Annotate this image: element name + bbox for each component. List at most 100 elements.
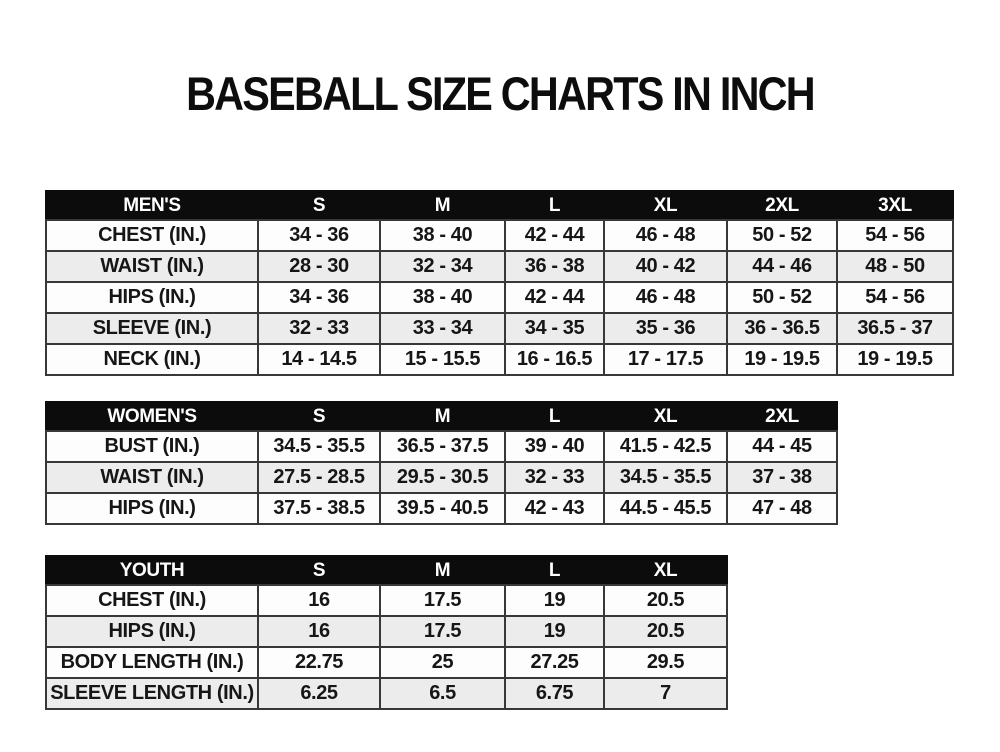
youth-table-row: BODY LENGTH (IN.) 22.75 25 27.25 29.5 [45, 646, 728, 679]
womens-size-value-cell: 37 - 38 [726, 461, 838, 494]
mens-size-value-cell: 17 - 17.5 [603, 343, 728, 376]
youth-size-header-l: L [504, 555, 605, 586]
youth-size-value-cell: 17.5 [379, 584, 506, 617]
womens-size-value-cell: 41.5 - 42.5 [603, 430, 728, 463]
womens-size-value-cell: 37.5 - 38.5 [257, 492, 381, 525]
mens-table-row: HIPS (IN.) 34 - 36 38 - 40 42 - 44 46 - 48 50… [45, 281, 954, 314]
mens-size-value-cell: 35 - 36 [603, 312, 728, 345]
womens-size-table: WOMEN'S S M L XL 2XL BUST (IN.) 34.5 - 35.5 36.5… [45, 401, 838, 525]
youth-measurement-label: BODY LENGTH (IN.) [45, 646, 259, 679]
womens-table-row: BUST (IN.) 34.5 - 35.5 36.5 - 37.5 39 - 40 4… [45, 430, 838, 463]
youth-size-value-cell: 16 [257, 615, 381, 648]
womens-size-header-s: S [257, 401, 381, 432]
womens-table-row: WAIST (IN.) 27.5 - 28.5 29.5 - 30.5 32 - 33… [45, 461, 838, 494]
youth-size-table: YOUTH S M L XL CHEST (IN.) 16 17.5 19 20.5 HIPS (I… [45, 555, 728, 710]
mens-size-value-cell: 16 - 16.5 [504, 343, 605, 376]
youth-table-row: SLEEVE LENGTH (IN.) 6.25 6.5 6.75 7 [45, 677, 728, 710]
mens-table-row: SLEEVE (IN.) 32 - 33 33 - 34 34 - 35 35 - 36… [45, 312, 954, 345]
mens-group-label: MEN'S [45, 190, 259, 221]
womens-size-value-cell: 42 - 43 [504, 492, 605, 525]
youth-size-header-m: M [379, 555, 506, 586]
youth-measurement-label: CHEST (IN.) [45, 584, 259, 617]
mens-size-value-cell: 42 - 44 [504, 281, 605, 314]
womens-measurement-label: HIPS (IN.) [45, 492, 259, 525]
mens-size-value-cell: 38 - 40 [379, 281, 506, 314]
womens-measurement-label: WAIST (IN.) [45, 461, 259, 494]
mens-measurement-label: CHEST (IN.) [45, 219, 259, 252]
youth-size-value-cell: 16 [257, 584, 381, 617]
youth-measurement-label: HIPS (IN.) [45, 615, 259, 648]
youth-size-header-xl: XL [603, 555, 728, 586]
womens-table-row: HIPS (IN.) 37.5 - 38.5 39.5 - 40.5 42 - 43 4… [45, 492, 838, 525]
page-title: BASEBALL SIZE CHARTS IN INCH [186, 67, 816, 120]
mens-size-value-cell: 36 - 36.5 [726, 312, 838, 345]
mens-size-value-cell: 44 - 46 [726, 250, 838, 283]
mens-size-grid: MEN'S S M L XL 2XL 3XL CHEST (IN.) 34 - 36 38 - 4… [45, 190, 954, 376]
mens-size-value-cell: 38 - 40 [379, 219, 506, 252]
mens-size-value-cell: 34 - 35 [504, 312, 605, 345]
mens-size-value-cell: 36.5 - 37 [836, 312, 954, 345]
womens-group-label: WOMEN'S [45, 401, 259, 432]
mens-size-header-s: S [257, 190, 381, 221]
mens-size-header-l: L [504, 190, 605, 221]
mens-size-value-cell: 14 - 14.5 [257, 343, 381, 376]
mens-size-value-cell: 50 - 52 [726, 219, 838, 252]
mens-measurement-label: WAIST (IN.) [45, 250, 259, 283]
womens-size-value-cell: 34.5 - 35.5 [257, 430, 381, 463]
womens-size-header-l: L [504, 401, 605, 432]
mens-table-row: WAIST (IN.) 28 - 30 32 - 34 36 - 38 40 - 42 4… [45, 250, 954, 283]
youth-size-value-cell: 19 [504, 584, 605, 617]
womens-size-value-cell: 34.5 - 35.5 [603, 461, 728, 494]
womens-size-header-xl: XL [603, 401, 728, 432]
youth-size-header-s: S [257, 555, 381, 586]
youth-size-value-cell: 20.5 [603, 584, 728, 617]
youth-size-value-cell: 6.5 [379, 677, 506, 710]
womens-header-row: WOMEN'S S M L XL 2XL [45, 401, 838, 432]
mens-size-value-cell: 54 - 56 [836, 281, 954, 314]
youth-size-value-cell: 7 [603, 677, 728, 710]
mens-measurement-label: SLEEVE (IN.) [45, 312, 259, 345]
youth-size-value-cell: 25 [379, 646, 506, 679]
womens-size-value-cell: 32 - 33 [504, 461, 605, 494]
womens-size-value-cell: 29.5 - 30.5 [379, 461, 506, 494]
womens-size-value-cell: 44 - 45 [726, 430, 838, 463]
mens-size-value-cell: 34 - 36 [257, 281, 381, 314]
mens-table-row: CHEST (IN.) 34 - 36 38 - 40 42 - 44 46 - 48 5… [45, 219, 954, 252]
youth-size-value-cell: 6.25 [257, 677, 381, 710]
youth-size-value-cell: 6.75 [504, 677, 605, 710]
mens-size-value-cell: 32 - 33 [257, 312, 381, 345]
womens-size-header-2xl: 2XL [726, 401, 838, 432]
mens-size-value-cell: 42 - 44 [504, 219, 605, 252]
mens-size-value-cell: 46 - 48 [603, 219, 728, 252]
mens-size-value-cell: 40 - 42 [603, 250, 728, 283]
womens-size-grid: WOMEN'S S M L XL 2XL BUST (IN.) 34.5 - 35.5 36.5… [45, 401, 838, 525]
youth-size-value-cell: 20.5 [603, 615, 728, 648]
womens-size-value-cell: 27.5 - 28.5 [257, 461, 381, 494]
mens-size-table: MEN'S S M L XL 2XL 3XL CHEST (IN.) 34 - 36 38 - 4… [45, 190, 954, 376]
mens-size-value-cell: 19 - 19.5 [836, 343, 954, 376]
mens-size-value-cell: 19 - 19.5 [726, 343, 838, 376]
youth-size-value-cell: 17.5 [379, 615, 506, 648]
youth-size-grid: YOUTH S M L XL CHEST (IN.) 16 17.5 19 20.5 HIPS (I… [45, 555, 728, 710]
mens-size-value-cell: 36 - 38 [504, 250, 605, 283]
youth-size-value-cell: 29.5 [603, 646, 728, 679]
mens-size-value-cell: 46 - 48 [603, 281, 728, 314]
mens-size-value-cell: 50 - 52 [726, 281, 838, 314]
mens-size-header-m: M [379, 190, 506, 221]
womens-measurement-label: BUST (IN.) [45, 430, 259, 463]
mens-size-header-xl: XL [603, 190, 728, 221]
youth-table-row: CHEST (IN.) 16 17.5 19 20.5 [45, 584, 728, 617]
womens-size-value-cell: 36.5 - 37.5 [379, 430, 506, 463]
mens-table-row: NECK (IN.) 14 - 14.5 15 - 15.5 16 - 16.5 17 … [45, 343, 954, 376]
youth-header-row: YOUTH S M L XL [45, 555, 728, 586]
mens-measurement-label: NECK (IN.) [45, 343, 259, 376]
mens-size-value-cell: 33 - 34 [379, 312, 506, 345]
mens-size-value-cell: 34 - 36 [257, 219, 381, 252]
mens-header-row: MEN'S S M L XL 2XL 3XL [45, 190, 954, 221]
mens-size-value-cell: 54 - 56 [836, 219, 954, 252]
womens-size-value-cell: 39.5 - 40.5 [379, 492, 506, 525]
youth-size-value-cell: 22.75 [257, 646, 381, 679]
mens-measurement-label: HIPS (IN.) [45, 281, 259, 314]
womens-size-header-m: M [379, 401, 506, 432]
womens-size-value-cell: 39 - 40 [504, 430, 605, 463]
